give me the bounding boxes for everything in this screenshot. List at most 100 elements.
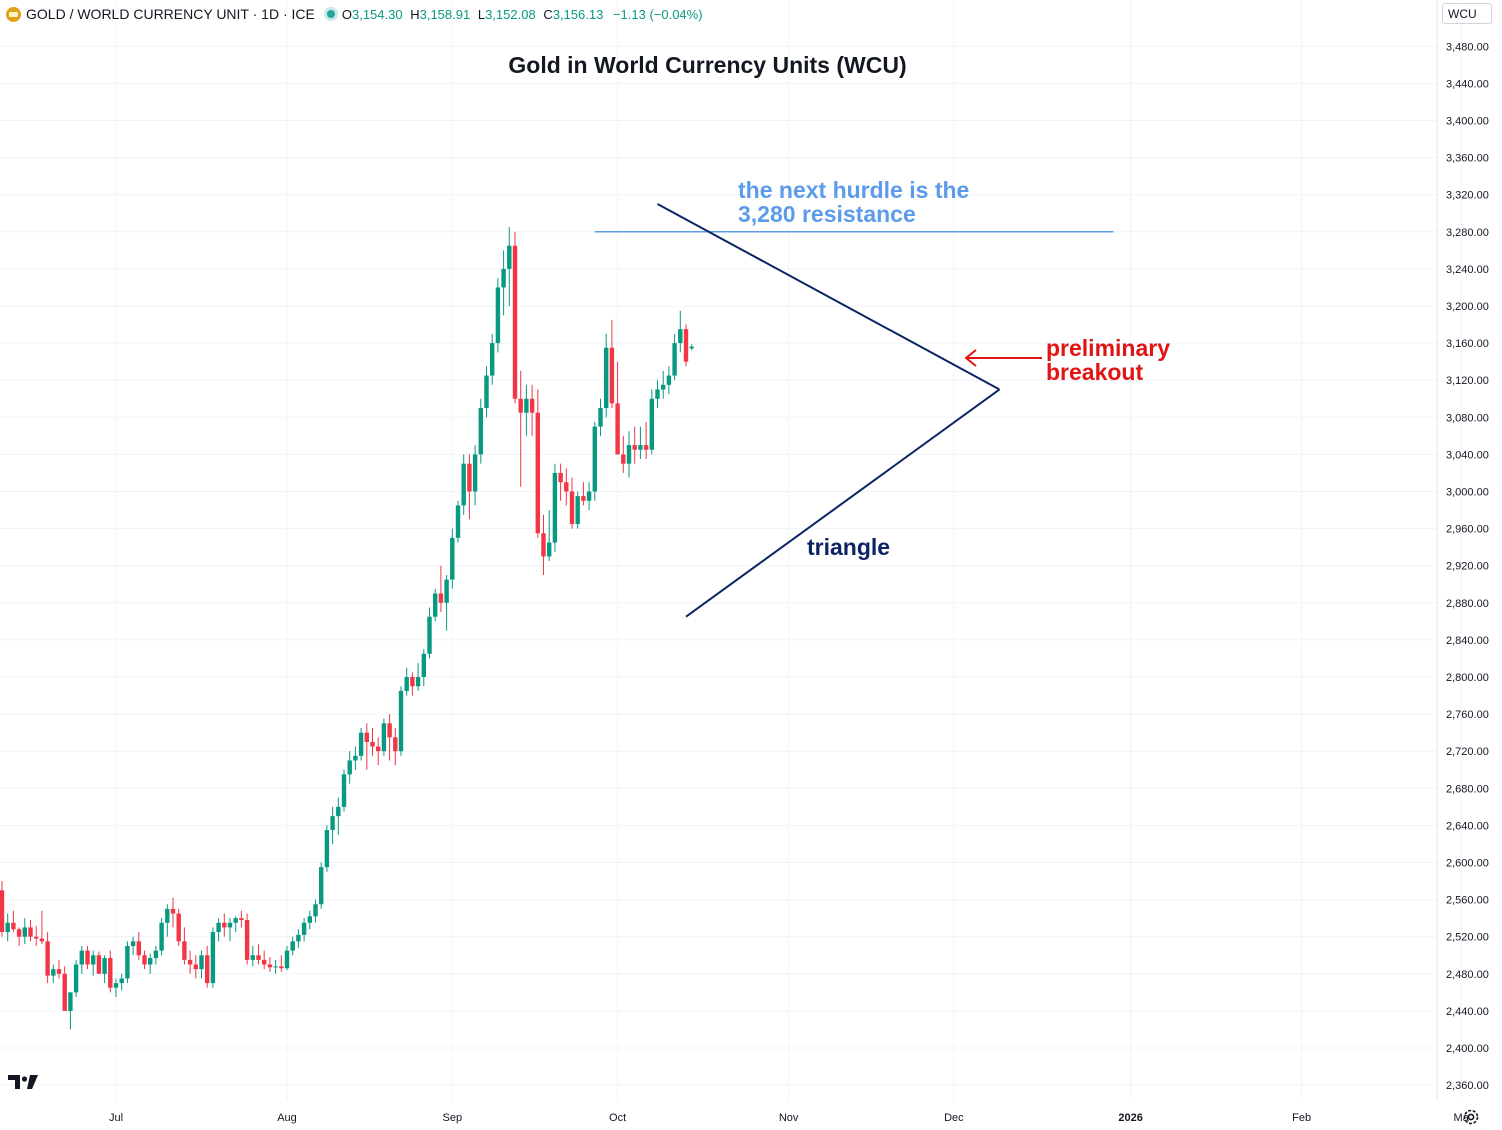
candle[interactable]	[518, 370, 523, 487]
candle[interactable]	[655, 380, 660, 409]
candle[interactable]	[689, 344, 694, 351]
candle[interactable]	[108, 950, 113, 993]
candle[interactable]	[187, 950, 193, 974]
candle[interactable]	[39, 910, 45, 945]
candle[interactable]	[301, 918, 307, 942]
candle[interactable]	[341, 769, 347, 812]
candle[interactable]	[273, 959, 278, 974]
candle[interactable]	[279, 955, 284, 972]
candle[interactable]	[410, 672, 415, 696]
candle[interactable]	[495, 278, 501, 353]
candle[interactable]	[79, 945, 84, 974]
candle[interactable]	[370, 728, 375, 756]
candle[interactable]	[415, 663, 421, 691]
candle[interactable]	[678, 310, 683, 353]
candle[interactable]	[96, 951, 102, 974]
symbol-name[interactable]: GOLD / WORLD CURRENCY UNIT · 1D · ICE	[26, 6, 315, 22]
candle[interactable]	[376, 737, 381, 766]
candle[interactable]	[153, 945, 159, 965]
candle[interactable]	[330, 806, 335, 844]
candle[interactable]	[592, 421, 597, 501]
candle[interactable]	[73, 959, 79, 997]
candle[interactable]	[512, 231, 518, 404]
candle[interactable]	[547, 510, 552, 562]
candle[interactable]	[182, 927, 187, 965]
candle[interactable]	[22, 918, 27, 945]
candle[interactable]	[558, 463, 563, 501]
candle[interactable]	[136, 932, 141, 960]
candle[interactable]	[632, 426, 637, 464]
time-axis[interactable]: Jul Aug Sep Oct Nov Dec 2026 Feb Ma	[109, 1112, 1470, 1124]
candle[interactable]	[0, 881, 5, 937]
candle[interactable]	[643, 421, 649, 460]
symbol-legend[interactable]: GOLD / WORLD CURRENCY UNIT · 1D · ICE O3…	[6, 5, 703, 23]
candle[interactable]	[604, 333, 609, 418]
candle[interactable]	[438, 565, 444, 613]
candle[interactable]	[16, 927, 22, 946]
candle[interactable]	[205, 945, 210, 988]
candle[interactable]	[159, 918, 164, 956]
candle[interactable]	[165, 904, 170, 937]
candle[interactable]	[125, 941, 130, 984]
candle[interactable]	[358, 728, 364, 761]
candle[interactable]	[535, 389, 540, 538]
candle[interactable]	[666, 366, 672, 395]
candle[interactable]	[250, 945, 255, 967]
candle[interactable]	[176, 908, 181, 946]
candle[interactable]	[347, 751, 352, 784]
candle[interactable]	[609, 319, 615, 409]
candle[interactable]	[148, 953, 153, 974]
candle[interactable]	[478, 398, 483, 464]
candle[interactable]	[256, 944, 261, 965]
candle[interactable]	[244, 913, 250, 965]
candle[interactable]	[661, 370, 666, 399]
candle[interactable]	[461, 454, 466, 515]
candle[interactable]	[353, 746, 358, 770]
candle[interactable]	[239, 910, 244, 928]
candle[interactable]	[68, 992, 73, 1030]
candle[interactable]	[319, 862, 324, 909]
candle[interactable]	[5, 913, 10, 942]
candle[interactable]	[307, 910, 312, 930]
candle[interactable]	[421, 649, 426, 687]
candle[interactable]	[581, 482, 586, 506]
candle[interactable]	[210, 927, 216, 988]
candle[interactable]	[336, 797, 341, 835]
candle[interactable]	[598, 398, 603, 436]
candle[interactable]	[11, 910, 16, 933]
candle[interactable]	[130, 936, 136, 956]
candle[interactable]	[91, 950, 96, 976]
candle[interactable]	[529, 384, 535, 436]
candle[interactable]	[267, 957, 273, 972]
candle[interactable]	[672, 333, 677, 381]
candle[interactable]	[467, 454, 472, 520]
candle[interactable]	[621, 435, 626, 473]
candle[interactable]	[586, 482, 592, 511]
candle[interactable]	[501, 250, 506, 316]
candle[interactable]	[398, 686, 404, 756]
candle[interactable]	[444, 574, 449, 631]
candle[interactable]	[564, 468, 569, 506]
candle[interactable]	[51, 964, 56, 984]
candle[interactable]	[450, 528, 455, 589]
candle[interactable]	[45, 932, 50, 984]
candle[interactable]	[113, 978, 119, 997]
candle[interactable]	[433, 588, 438, 622]
candle[interactable]	[216, 918, 221, 942]
candle[interactable]	[484, 366, 489, 418]
candle[interactable]	[575, 491, 580, 529]
candle[interactable]	[56, 959, 62, 979]
candle[interactable]	[507, 227, 512, 306]
candle[interactable]	[102, 955, 107, 984]
candle[interactable]	[427, 607, 432, 659]
candle[interactable]	[28, 920, 33, 942]
tradingview-logo[interactable]	[8, 1073, 40, 1091]
candle[interactable]	[626, 431, 632, 478]
candle[interactable]	[313, 899, 318, 923]
candle[interactable]	[472, 445, 478, 506]
candle[interactable]	[227, 918, 233, 942]
candle[interactable]	[199, 950, 204, 979]
candle[interactable]	[541, 514, 546, 575]
candle[interactable]	[490, 333, 495, 385]
